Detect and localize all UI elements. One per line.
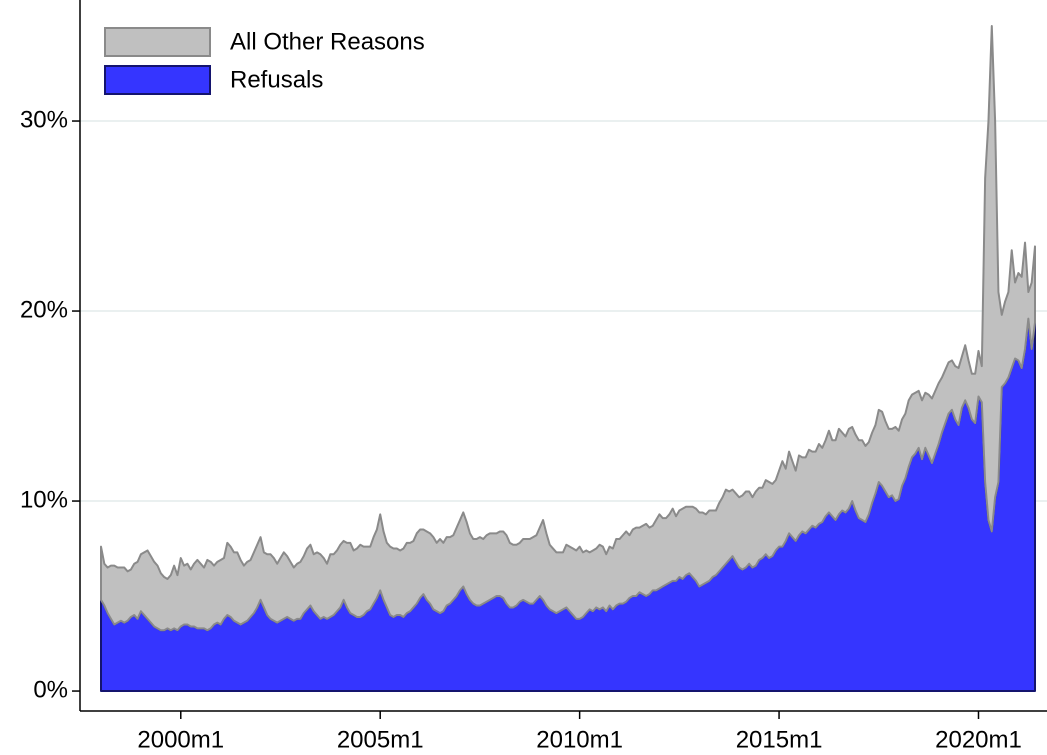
x-tick-label: 2000m1 — [137, 726, 224, 753]
legend-label: All Other Reasons — [230, 28, 425, 55]
legend-swatch — [104, 65, 211, 95]
area — [100, 25, 1036, 632]
x-tick-label: 2020m1 — [935, 726, 1022, 753]
x-tick-label: 2015m1 — [736, 726, 823, 753]
y-tick-label: 30% — [20, 106, 68, 133]
x-tick-label: 2010m1 — [536, 726, 623, 753]
x-tick-label: 2005m1 — [337, 726, 424, 753]
y-tick-label: 0% — [33, 676, 68, 703]
y-tick-label: 20% — [20, 296, 68, 323]
legend-swatch — [104, 27, 211, 57]
area — [100, 317, 1036, 693]
y-tick-label: 10% — [20, 486, 68, 513]
legend-label: Refusals — [230, 66, 323, 93]
